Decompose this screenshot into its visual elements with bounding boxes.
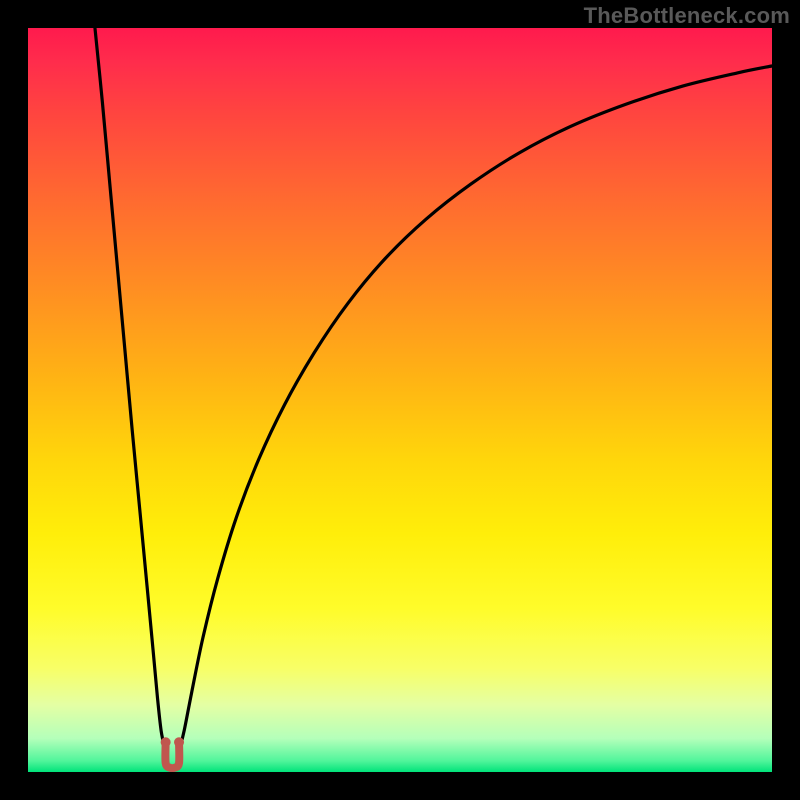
trough-cap-left: [161, 737, 171, 747]
trough-cap-right: [174, 737, 184, 747]
plot-area: [28, 28, 772, 772]
chart-frame: TheBottleneck.com: [0, 0, 800, 800]
plot-svg: [28, 28, 772, 772]
watermark-text: TheBottleneck.com: [584, 3, 790, 29]
background-gradient: [28, 28, 772, 772]
